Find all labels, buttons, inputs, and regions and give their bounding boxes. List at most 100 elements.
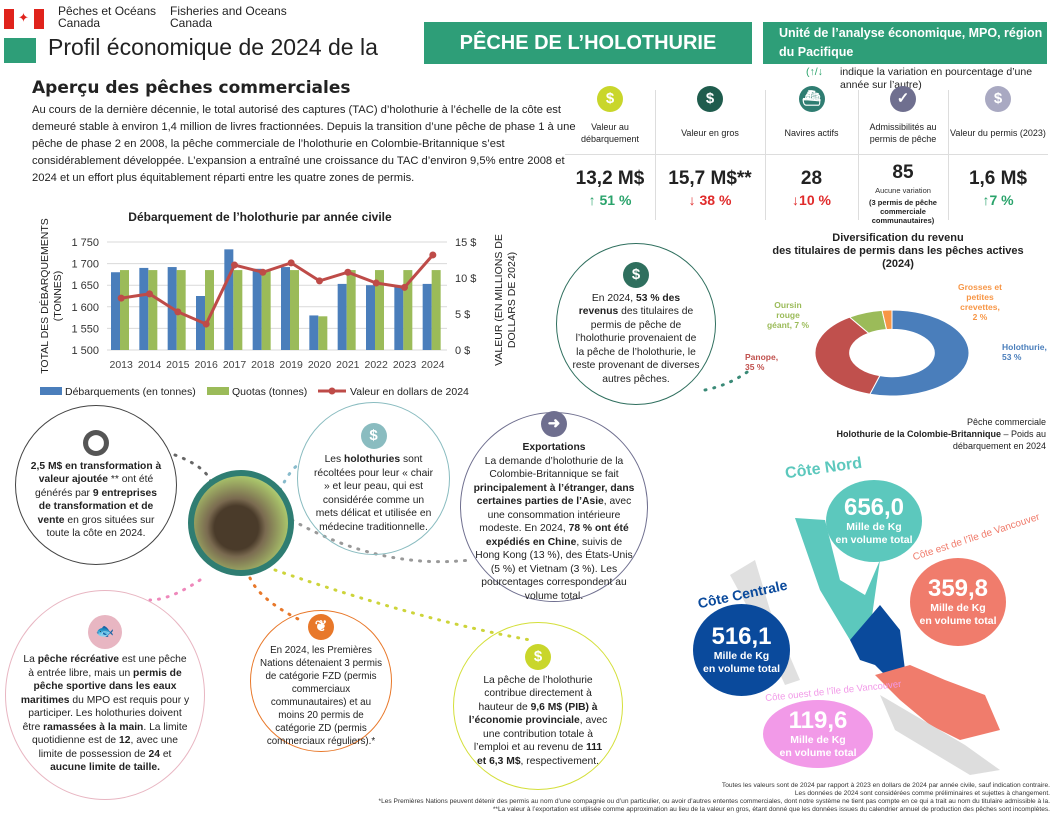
value-point — [174, 308, 182, 316]
central-coast-value: 516,1 — [711, 623, 772, 650]
text: , avec une consommation intérieure modes… — [479, 496, 632, 534]
x-tick-label: 2013 — [109, 359, 133, 371]
x-tick-label: 2014 — [138, 359, 162, 371]
x-tick-label: 2018 — [251, 359, 275, 371]
y-tick-label: 1 700 — [71, 259, 99, 271]
text: des titulaires de permis de pêche de l’h… — [572, 306, 700, 385]
stat-card: $ Valeur du permis (2023) 1,6 M$ ↑7 % — [948, 86, 1048, 208]
donut-label: Panope, 35 % — [745, 352, 778, 372]
y-tick-label: 1 600 — [71, 302, 99, 314]
x-tick-label: 2022 — [364, 359, 388, 371]
donut-slice — [881, 309, 893, 331]
donut-slice — [814, 316, 881, 395]
stat-value: 85 — [892, 162, 914, 183]
dept-en-line1: Fisheries and Oceans — [170, 4, 287, 18]
text: La — [23, 654, 38, 666]
landings-bar — [111, 272, 120, 350]
recreational-circle: 🐟 La pêche récréative est une pêche à en… — [5, 590, 205, 800]
unit-box: Unité de l’analyse économique, MPO, régi… — [763, 22, 1047, 64]
legend-value: Valeur en dollars de 2024 — [350, 386, 469, 398]
text: En 2024, — [591, 292, 636, 304]
dollar-icon: $ — [985, 86, 1011, 112]
text: , avec une contribution totale à l’emplo… — [473, 715, 608, 754]
economy-circle: $ La pêche de l’holothurie contribue dir… — [453, 622, 623, 790]
x-tick-label: 2015 — [166, 359, 190, 371]
canada-flag-logo: ✦ — [4, 9, 44, 29]
overview-heading: Aperçu des pêches commerciales — [32, 78, 351, 98]
stat-label: Valeur en gros — [681, 128, 739, 138]
dollar-icon: $ — [697, 86, 723, 112]
text: . La limite quotidienne est de — [31, 721, 188, 747]
divider — [565, 154, 1048, 155]
processing-circle: ⬤ 2,5 M$ en transformation à valeur ajou… — [15, 405, 177, 565]
unit-label: Mille de Kg — [790, 734, 846, 746]
bold-text: 9 entreprises de transformation et de ve… — [37, 487, 157, 526]
text: La demande d’holothurie de la Colombie-B… — [484, 455, 624, 481]
landings-bar — [139, 267, 149, 350]
harvest-text: Les holothuries sont récoltées pour leur… — [312, 453, 435, 534]
exports-text: La demande d’holothurie de la Colombie-B… — [473, 455, 635, 604]
x-tick-label: 2020 — [308, 359, 332, 371]
text: ** ont été générés par — [35, 474, 154, 499]
harvest-circle: $ Les holothuries sont récoltées pour le… — [297, 402, 450, 555]
divider — [858, 90, 859, 220]
central-coast-region — [850, 605, 905, 675]
quota-bar — [148, 270, 158, 350]
x-tick-label: 2021 — [336, 359, 360, 371]
location-pin-icon: ⬤ — [83, 429, 109, 456]
stat-value: 28 — [800, 168, 823, 189]
donut-title: Diversification du revenu des titulaires… — [740, 232, 1056, 271]
unit-label2: en volume total — [702, 663, 780, 675]
y2-tick-label: 15 $ — [455, 237, 476, 249]
vancouver-island-land — [880, 695, 1000, 775]
bold-text: permis de pêche sportive dans les eaux m… — [20, 667, 182, 706]
quota-bar — [205, 270, 214, 350]
connector — [278, 463, 300, 492]
first-nations-circle: ❦ En 2024, les Premières Nations détenai… — [250, 610, 392, 752]
legend-quotas: Quotas (tonnes) — [232, 386, 307, 398]
bold-text: 2,5 M$ en transformation à valeur ajouté… — [30, 460, 162, 486]
text: du MPO est requis pour y participer. Les… — [22, 694, 190, 733]
sea-cucumber-photo — [188, 470, 294, 576]
map-title: Pêche commerciale Holothurie de la Colom… — [811, 416, 1046, 452]
stat-value: 15,7 M$** — [668, 168, 752, 189]
arrow-legend: (↑/↓ — [806, 66, 823, 78]
dollar-icon: $ — [525, 643, 551, 670]
value-point — [146, 290, 153, 298]
text: et — [159, 748, 172, 760]
legend-swatch-landings — [40, 387, 62, 395]
hands-dollar-icon: $ — [360, 423, 387, 449]
connector — [148, 578, 202, 602]
dollar-icon: $ — [597, 86, 623, 112]
stat-value: 1,6 M$ — [968, 168, 1028, 189]
y2-tick-label: 0 $ — [455, 345, 470, 357]
quota-bar — [120, 270, 129, 350]
donut-title-line2: des titulaires de permis dans les pêches… — [772, 245, 1024, 257]
divider — [948, 90, 949, 220]
value-point — [429, 251, 437, 259]
y2-axis-label: VALEUR (EN MILLIONS DE — [493, 234, 505, 366]
east-vi-value: 359,8 — [927, 575, 989, 602]
west-vi-bubble: 119,6 Mille de Kg en volume total — [763, 700, 873, 768]
dept-en-line2: Canada — [170, 16, 213, 30]
landings-bar — [309, 315, 319, 350]
landings-bar — [224, 249, 234, 350]
donut-label: Grosses et petites crevettes, 2 % — [958, 282, 1002, 322]
page-title: Profil économique de 2024 de la — [48, 34, 378, 60]
unit-label2: en volume total — [919, 615, 997, 627]
footnote-2: Les données de 2024 sont considérées com… — [794, 790, 1050, 797]
connector — [248, 576, 302, 622]
income-donut-chart: Holothurie, 53 % Panope, 35 % Oursin rouge géa… — [745, 282, 1047, 397]
landings-bar — [281, 267, 290, 350]
unit-label2: en volume total — [835, 534, 913, 546]
landings-bar — [337, 283, 347, 350]
map-title-line1: Pêche commerciale — [966, 417, 1046, 427]
legend-marker-value — [328, 387, 336, 395]
arrow-right-icon: ➜ — [541, 411, 567, 437]
bold-text: principalement à l’étranger, dans certai… — [473, 482, 635, 508]
divider — [655, 90, 656, 220]
text: , avec une limite de possession de — [38, 735, 178, 760]
overview-text: Au cours de la dernière décennie, le tot… — [32, 104, 576, 184]
text: est une pêche à entrée libre, mais un — [28, 654, 187, 679]
y-axis-label: TOTAL DES DÉBARQUEMENTS — [38, 218, 51, 374]
